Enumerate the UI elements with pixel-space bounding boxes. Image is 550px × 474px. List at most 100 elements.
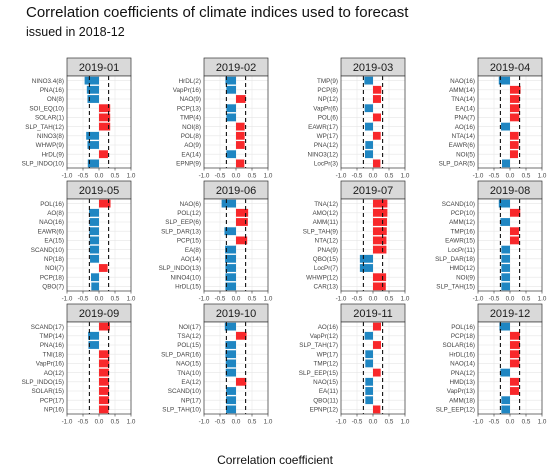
category-label: POL(16)	[40, 201, 64, 208]
category-label: NAO(15)	[176, 361, 201, 368]
x-tick-label: 0.5	[385, 419, 394, 426]
bar	[87, 95, 99, 103]
bar	[91, 282, 99, 291]
x-tick-label: -1.0	[473, 296, 484, 303]
bar	[510, 85, 521, 94]
bar	[236, 122, 245, 131]
x-tick-label: 0.0	[232, 173, 241, 180]
x-tick-label: 0.0	[506, 296, 515, 303]
bar	[501, 245, 510, 254]
category-label: WP(17)	[317, 133, 338, 140]
bar	[373, 368, 381, 377]
panel-2019-02: 2019-02 HrDL(2) VapPr(16) NAO(9) PCP(13) TMP(…	[173, 57, 273, 180]
bar	[373, 199, 388, 208]
bar	[99, 113, 111, 122]
category-label: POL(12)	[177, 210, 201, 217]
bar	[373, 85, 382, 94]
category-label: CAR(13)	[314, 284, 339, 291]
x-tick-label: -0.5	[352, 419, 363, 426]
bar	[236, 159, 245, 168]
bar	[373, 282, 386, 291]
category-label: TMP(9)	[317, 78, 338, 85]
category-label: TNA(14)	[451, 96, 475, 103]
bar	[365, 122, 373, 131]
bar	[225, 245, 236, 254]
category-label: HrDL(9)	[42, 151, 64, 158]
panel-title: 2019-04	[490, 62, 530, 74]
bar	[89, 208, 99, 217]
x-tick-label: 0.0	[506, 173, 515, 180]
x-tick-label: -1.0	[473, 173, 484, 180]
bar	[236, 236, 248, 245]
panel-2019-10: 2019-10 NOI(17) TSA(12) POL(15) SLP_DAR(16) N…	[161, 303, 273, 426]
category-label: EA(14)	[455, 105, 475, 112]
bar	[510, 95, 520, 103]
panel-title: 2019-08	[490, 185, 530, 197]
panel-2019-01: 2019-01 NINO3.4(8) PNA(16) ON(8) SOI_EQ(10) S…	[22, 57, 136, 180]
bar	[225, 282, 236, 291]
bar	[221, 199, 236, 208]
x-tick-label: 1.0	[127, 173, 136, 180]
bar	[501, 405, 510, 414]
panel-title: 2019-11	[353, 308, 393, 320]
category-label: AMM(11)	[313, 219, 338, 226]
category-label: AO(8)	[47, 210, 64, 217]
category-label: AO(16)	[455, 124, 475, 131]
bar	[99, 377, 109, 386]
panel-title: 2019-01	[79, 62, 119, 74]
x-tick-label: -0.5	[78, 419, 89, 426]
bar	[99, 104, 111, 113]
x-tick-label: 0.0	[232, 419, 241, 426]
category-label: TMP(14)	[40, 333, 65, 340]
bar	[373, 405, 381, 414]
x-tick-label: 0.5	[111, 173, 120, 180]
category-label: TNA(10)	[177, 370, 201, 377]
category-label: NP(12)	[318, 96, 338, 103]
bar	[99, 122, 111, 131]
bar	[226, 387, 236, 395]
bar	[501, 254, 510, 263]
x-tick-label: -0.5	[489, 296, 500, 303]
category-label: VapPr(16)	[36, 361, 64, 368]
bar	[373, 95, 381, 103]
category-label: NP(16)	[44, 407, 64, 414]
bar	[364, 104, 373, 113]
bar	[236, 95, 246, 103]
panel-title: 2019-02	[216, 62, 256, 74]
bar	[225, 76, 236, 85]
bar	[501, 273, 510, 282]
bar	[499, 322, 510, 331]
category-label: PCP(13)	[177, 105, 201, 112]
category-label: SOLAR(15)	[31, 388, 64, 395]
bar	[365, 359, 373, 368]
panel-title: 2019-10	[216, 308, 256, 320]
bar	[501, 282, 510, 291]
bar	[365, 377, 373, 386]
bar	[373, 131, 381, 140]
x-tick-label: -0.5	[215, 173, 226, 180]
category-label: EAWR(15)	[445, 238, 475, 245]
category-label: NAO(16)	[39, 219, 64, 226]
bar	[88, 341, 99, 349]
category-label: HMD(13)	[449, 379, 475, 386]
category-label: HMD(12)	[449, 265, 475, 272]
category-label: EAWR(6)	[38, 228, 64, 235]
bar	[373, 113, 381, 122]
bar	[364, 331, 373, 340]
bar	[510, 208, 521, 217]
category-label: AMM(12)	[449, 219, 475, 226]
bar	[510, 227, 519, 236]
category-label: SCAND(10)	[442, 201, 475, 208]
x-tick-label: -0.5	[215, 419, 226, 426]
panel-2019-06: 2019-06 NAO(6) POL(12) SLP_EEP(6) SLP_DAR(13…	[159, 180, 273, 303]
x-tick-label: 1.0	[264, 296, 273, 303]
panel-2019-03: 2019-03 TMP(9) PCP(8) NP(12) VapPr(6) POL(6) E…	[308, 57, 410, 180]
x-tick-label: -1.0	[62, 296, 73, 303]
bar	[510, 341, 520, 349]
category-label: VapPr(12)	[310, 333, 338, 340]
panel-2019-11: 2019-11 AO(16) VapPr(12) SLP_TAH(17) WP(17) T…	[299, 303, 410, 426]
category-label: SLP_DAR(18)	[435, 256, 475, 263]
category-label: POL(6)	[318, 115, 338, 122]
x-tick-label: 0.5	[522, 419, 531, 426]
